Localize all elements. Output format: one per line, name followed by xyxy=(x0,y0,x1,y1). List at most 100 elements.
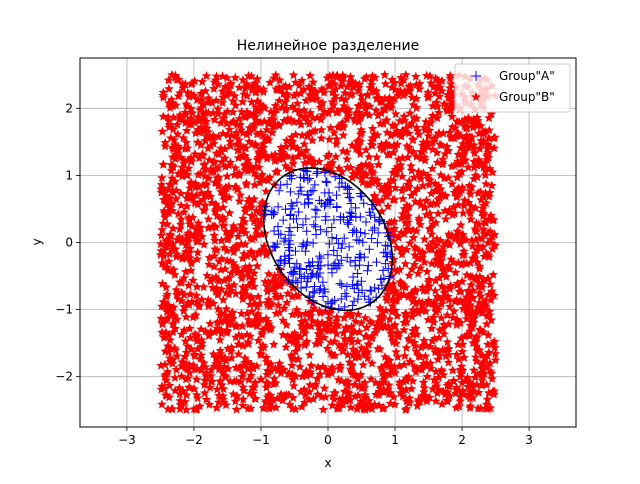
group-b-point xyxy=(156,301,167,311)
group-b-point xyxy=(168,223,178,233)
group-b-point xyxy=(290,346,301,356)
group-b-point xyxy=(212,245,222,255)
group-b-point xyxy=(399,325,409,335)
group-a-point xyxy=(305,262,315,272)
group-b-point xyxy=(344,357,355,367)
group-b-point xyxy=(190,149,200,159)
group-b-point xyxy=(470,170,481,180)
group-b-point xyxy=(185,323,195,333)
group-b-point xyxy=(466,280,476,289)
group-b-point xyxy=(167,198,177,208)
x-tick-label: 0 xyxy=(324,433,332,447)
group-b-point xyxy=(238,382,248,392)
group-b-point xyxy=(220,161,230,171)
group-a-point xyxy=(318,277,328,287)
group-b-point xyxy=(177,237,187,247)
group-b-point xyxy=(297,371,308,381)
group-b-point xyxy=(186,103,196,113)
group-b-point xyxy=(414,296,424,306)
group-b-point xyxy=(170,176,180,186)
group-b-point xyxy=(371,93,382,103)
group-b-point xyxy=(234,113,245,123)
group-b-point xyxy=(182,341,193,351)
group-b-point xyxy=(232,267,242,277)
group-a-point xyxy=(316,225,326,235)
group-b-point xyxy=(458,250,468,260)
group-b-point xyxy=(203,295,214,305)
group-a-point xyxy=(314,285,324,295)
group-b-point xyxy=(316,125,327,134)
group-b-point xyxy=(464,287,474,297)
group-b-point xyxy=(326,104,336,114)
group-b-point xyxy=(440,205,450,215)
group-b-point xyxy=(180,336,191,346)
group-b-point xyxy=(468,292,478,302)
group-b-point xyxy=(376,143,386,153)
group-b-point xyxy=(209,230,219,240)
group-b-point xyxy=(218,190,229,200)
group-a-point xyxy=(344,215,354,225)
group-b-point xyxy=(312,373,323,383)
group-b-point xyxy=(469,148,480,158)
group-b-point xyxy=(361,72,372,82)
group-b-point xyxy=(256,174,266,184)
group-b-point xyxy=(461,235,471,245)
group-b-point xyxy=(286,132,297,142)
group-b-point xyxy=(418,168,429,178)
group-b-point xyxy=(246,363,257,373)
group-b-point xyxy=(490,355,501,365)
group-b-point xyxy=(283,369,293,379)
group-b-point xyxy=(223,88,233,98)
group-b-point xyxy=(436,140,447,150)
group-b-point xyxy=(423,282,433,292)
group-b-point xyxy=(211,283,222,293)
group-b-point xyxy=(353,336,363,346)
group-b-point xyxy=(472,302,483,312)
group-b-point xyxy=(170,154,181,163)
group-b-point xyxy=(392,327,403,337)
group-b-point xyxy=(455,317,466,327)
group-b-point xyxy=(479,217,490,227)
group-a-point xyxy=(301,282,311,292)
group-b-point xyxy=(223,233,234,243)
group-b-point xyxy=(445,83,455,93)
group-b-point xyxy=(313,362,323,372)
group-b-point xyxy=(450,267,461,277)
group-b-point xyxy=(331,316,342,326)
group-b-point xyxy=(176,200,186,210)
group-a-point xyxy=(294,189,304,199)
group-b-point xyxy=(423,90,433,100)
group-a-point xyxy=(285,223,295,233)
group-b-point xyxy=(181,374,191,384)
group-b-point xyxy=(390,109,401,119)
legend-label-group-b: Group"B" xyxy=(499,90,555,104)
group-b-point xyxy=(378,307,388,317)
group-a-point xyxy=(343,218,352,228)
group-b-point xyxy=(213,109,224,118)
group-b-point xyxy=(357,174,367,184)
group-b-point xyxy=(199,205,209,215)
group-b-point xyxy=(465,186,475,196)
group-b-point xyxy=(325,123,336,132)
group-b-point xyxy=(186,79,196,89)
group-b-point xyxy=(231,127,241,137)
group-a-point xyxy=(303,175,313,185)
group-b-point xyxy=(196,365,207,375)
group-b-point xyxy=(238,394,248,404)
group-b-point xyxy=(445,301,455,311)
group-b-point xyxy=(355,369,366,379)
group-b-point xyxy=(213,304,223,314)
group-b-point xyxy=(227,117,237,127)
group-b-point xyxy=(201,71,212,80)
group-b-point xyxy=(243,267,253,277)
group-b-point xyxy=(484,163,495,173)
group-b-point xyxy=(242,363,253,373)
group-a-point xyxy=(327,268,337,278)
group-b-point xyxy=(222,245,232,255)
group-b-point xyxy=(480,296,490,305)
group-b-point xyxy=(336,93,347,103)
group-b-point xyxy=(478,200,489,210)
group-b-point xyxy=(273,300,283,310)
group-b-point xyxy=(367,178,377,188)
group-b-point xyxy=(168,162,179,172)
